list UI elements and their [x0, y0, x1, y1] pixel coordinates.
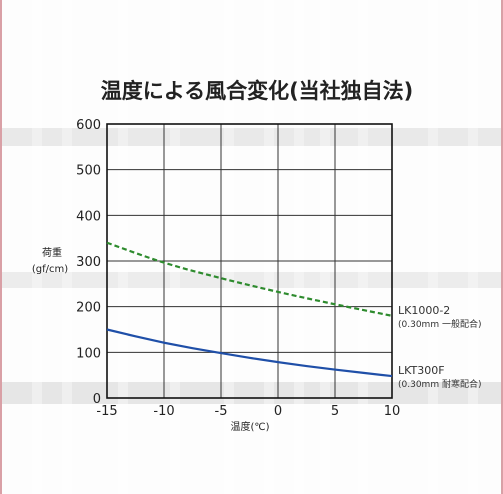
y-tick-label-6: 600	[76, 118, 101, 133]
x-tick-labels: -15 -10 -5 0 5 10	[96, 404, 400, 419]
series-line-0	[106, 241, 393, 317]
y-tick-labels: 0 100 200 300 400 500 600	[76, 118, 101, 407]
y-tick-label-4: 400	[76, 209, 101, 224]
scan-band-0	[32, 0, 42, 494]
series-note-0: (0.30mm 一般配合)	[398, 318, 481, 330]
x-tick-label-4: 5	[331, 404, 339, 419]
x-tick-label-0: -15	[96, 404, 117, 419]
x-tick-label-1: -10	[153, 404, 174, 419]
scan-streak	[2, 272, 501, 288]
scan-band-4	[224, 0, 234, 494]
y-tick-label-3: 300	[76, 255, 101, 270]
scan-band-2	[118, 0, 128, 494]
series-lines	[106, 241, 393, 378]
x-tick-label-5: 10	[384, 404, 401, 419]
x-tick-label-3: 0	[274, 404, 282, 419]
scan-band-6	[294, 0, 304, 494]
scan-band-9	[428, 0, 438, 494]
y-tick-label-2: 200	[76, 301, 101, 316]
scan-band-10	[468, 0, 478, 494]
y-axis-unit: (gf/cm)	[32, 264, 68, 275]
y-axis-title: 荷重	[42, 246, 62, 259]
plot-frame	[106, 123, 393, 399]
y-tick-label-1: 100	[76, 346, 101, 361]
x-axis-title: 温度(℃)	[230, 420, 269, 433]
scan-band-5	[264, 0, 274, 494]
y-tick-label-0: 0	[93, 392, 101, 407]
scan-band-3	[170, 0, 180, 494]
series-name-0: LK1000-2	[398, 304, 450, 317]
scan-band-7	[320, 0, 330, 494]
series-labels: LK1000-2(0.30mm 一般配合) LKT300F(0.30mm 耐寒配合…	[398, 304, 481, 390]
series-line-1	[106, 328, 393, 378]
y-tick-label-5: 500	[76, 164, 101, 179]
series-note-1: (0.30mm 耐寒配合)	[398, 378, 481, 390]
scan-band-8	[358, 0, 368, 494]
scan-band-1	[62, 0, 72, 494]
chart-title: 温度による風合変化(当社独自法)	[101, 79, 414, 103]
x-tick-label-2: -5	[215, 404, 228, 419]
series-name-1: LKT300F	[398, 364, 445, 377]
scan-streak	[2, 128, 501, 146]
